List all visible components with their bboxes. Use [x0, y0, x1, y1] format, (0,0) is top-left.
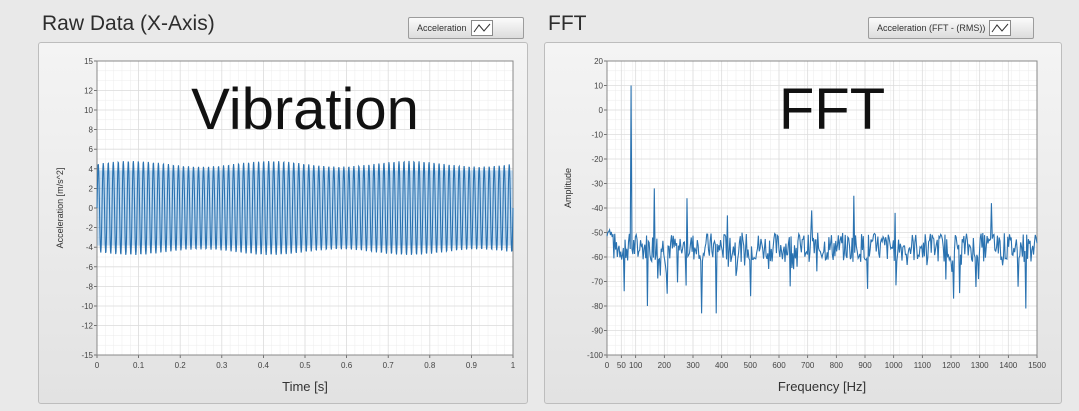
- y-tick-label: -40: [591, 204, 603, 213]
- x-tick-label: 1: [511, 361, 516, 370]
- plot-legend-button[interactable]: Acceleration: [408, 17, 524, 39]
- x-tick-label: 0.8: [424, 361, 436, 370]
- y-tick-label: 2: [89, 184, 94, 193]
- x-tick-label: 600: [772, 361, 786, 370]
- x-tick-label: 200: [658, 361, 672, 370]
- y-tick-label: -10: [591, 131, 603, 140]
- y-tick-label: -60: [591, 253, 603, 262]
- x-tick-label: 800: [830, 361, 844, 370]
- y-tick-label: -10: [81, 302, 93, 311]
- x-tick-label: 900: [858, 361, 872, 370]
- x-tick-label: 700: [801, 361, 815, 370]
- series-line-acceleration: [96, 160, 514, 256]
- y-tick-label: -90: [591, 327, 603, 336]
- y-tick-label: -2: [86, 224, 94, 233]
- y-tick-label: 8: [89, 126, 94, 135]
- line-style-icon: [470, 20, 493, 36]
- y-tick-label: -70: [591, 278, 603, 287]
- raw-data-chart[interactable]: 0 0.1 0.2 0.3 0.4 0.5 0.6 0.7 0.8 0.9 1 15 12 10 8 6 4 2 0…: [39, 43, 527, 403]
- x-axis-title: Frequency [Hz]: [778, 379, 866, 394]
- x-tick-label: 500: [744, 361, 758, 370]
- plot-border: [606, 60, 1038, 356]
- x-tick-label: 300: [686, 361, 700, 370]
- legend-label: Acceleration: [417, 23, 467, 33]
- y-tick-label: -100: [587, 351, 604, 360]
- series-line-fft: [606, 85, 1038, 314]
- y-tick-label: -15: [81, 351, 93, 360]
- x-axis-title: Time [s]: [282, 379, 328, 394]
- x-tick-label: 400: [715, 361, 729, 370]
- x-tick-label: 0.2: [175, 361, 187, 370]
- x-tick-label: 0: [95, 361, 100, 370]
- plot-area: 0 50 100 200 300 400 500 600 700 800 900 1000 1100 12…: [544, 42, 1062, 404]
- y-tick-label: -4: [86, 243, 94, 252]
- y-tick-label: 20: [594, 57, 603, 66]
- panel-title: Raw Data (X-Axis): [42, 12, 215, 35]
- x-tick-label: 1400: [999, 361, 1017, 370]
- panel-title: FFT: [548, 12, 587, 35]
- y-tick-label: 6: [89, 145, 94, 154]
- y-tick-label: -30: [591, 180, 603, 189]
- x-tick-label: 100: [629, 361, 643, 370]
- fft-chart[interactable]: 0 50 100 200 300 400 500 600 700 800 900 1000 1100 12…: [545, 43, 1061, 403]
- x-tick-label: 0.6: [341, 361, 353, 370]
- x-tick-label: 1500: [1028, 361, 1046, 370]
- x-tick-label: 0.9: [466, 361, 478, 370]
- x-tick-label: 1200: [942, 361, 960, 370]
- fft-panel: FFT Acceleration (FFT - (RMS)) 0 50 100 200…: [542, 4, 1064, 406]
- x-tick-label: 1000: [885, 361, 903, 370]
- y-tick-label: -80: [591, 302, 603, 311]
- y-tick-label: -8: [86, 282, 94, 291]
- y-tick-label: 4: [89, 165, 94, 174]
- x-tick-label: 0.4: [258, 361, 270, 370]
- y-tick-label: 0: [599, 106, 604, 115]
- y-tick-label: -20: [591, 155, 603, 164]
- y-tick-label: 10: [84, 106, 93, 115]
- line-style-icon: [989, 20, 1012, 36]
- x-tick-label: 1300: [971, 361, 989, 370]
- y-tick-label: 12: [84, 86, 93, 95]
- y-tick-label: -6: [86, 263, 94, 272]
- y-axis-title: Amplitude: [563, 168, 573, 208]
- plot-legend-button[interactable]: Acceleration (FFT - (RMS)): [868, 17, 1034, 39]
- x-tick-label: 50: [617, 361, 626, 370]
- x-tick-label: 0.1: [133, 361, 145, 370]
- x-tick-label: 0.5: [299, 361, 311, 370]
- overlay-text: FFT: [779, 77, 885, 142]
- legend-label: Acceleration (FFT - (RMS)): [877, 23, 986, 33]
- x-tick-label: 0.7: [383, 361, 395, 370]
- y-tick-label: -50: [591, 229, 603, 238]
- y-tick-label: 10: [594, 82, 603, 91]
- plot-area: 0 0.1 0.2 0.3 0.4 0.5 0.6 0.7 0.8 0.9 1 15 12 10 8 6 4 2 0…: [38, 42, 528, 404]
- raw-data-panel: Raw Data (X-Axis) Acceleration 0 0.1 0.2 0.…: [36, 4, 530, 406]
- x-tick-label: 0: [605, 361, 610, 370]
- overlay-text: Vibration: [191, 77, 419, 142]
- y-axis-title: Acceleration [m/s^2]: [55, 168, 65, 249]
- y-tick-label: 15: [84, 57, 93, 66]
- y-tick-label: 0: [89, 204, 94, 213]
- y-tick-label: -12: [81, 322, 93, 331]
- x-tick-label: 0.3: [216, 361, 228, 370]
- x-tick-label: 1100: [914, 361, 932, 370]
